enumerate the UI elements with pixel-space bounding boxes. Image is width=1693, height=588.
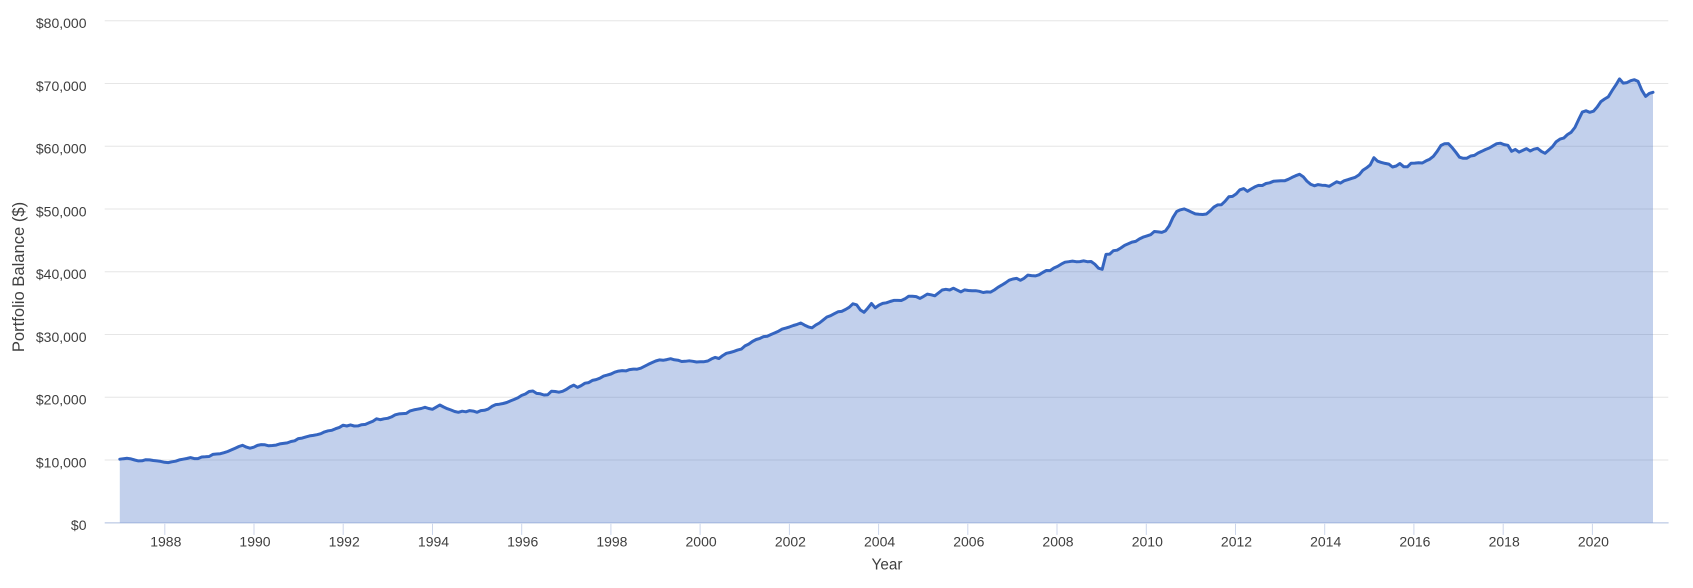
svg-text:$20,000: $20,000	[36, 392, 87, 408]
svg-text:$80,000: $80,000	[36, 15, 87, 31]
svg-text:$0: $0	[71, 517, 87, 533]
svg-text:1990: 1990	[239, 533, 270, 549]
svg-text:$30,000: $30,000	[36, 329, 87, 345]
svg-text:$10,000: $10,000	[36, 454, 87, 470]
svg-text:2012: 2012	[1221, 533, 1252, 549]
svg-text:1992: 1992	[329, 533, 360, 549]
svg-text:1998: 1998	[596, 533, 627, 549]
svg-text:2016: 2016	[1399, 533, 1430, 549]
svg-text:Portfolio Balance ($): Portfolio Balance ($)	[9, 202, 28, 352]
svg-text:1996: 1996	[507, 533, 538, 549]
svg-text:$50,000: $50,000	[36, 203, 87, 219]
svg-text:$60,000: $60,000	[36, 141, 87, 157]
svg-text:2000: 2000	[686, 533, 717, 549]
svg-text:1988: 1988	[150, 533, 181, 549]
svg-text:$40,000: $40,000	[36, 266, 87, 282]
svg-text:2010: 2010	[1132, 533, 1163, 549]
svg-text:2002: 2002	[775, 533, 806, 549]
svg-text:2014: 2014	[1310, 533, 1341, 549]
svg-text:2004: 2004	[864, 533, 895, 549]
svg-text:2020: 2020	[1578, 533, 1609, 549]
svg-text:Year: Year	[872, 556, 903, 573]
svg-text:2006: 2006	[953, 533, 984, 549]
svg-text:2008: 2008	[1042, 533, 1073, 549]
svg-text:1994: 1994	[418, 533, 449, 549]
svg-text:$70,000: $70,000	[36, 78, 87, 94]
svg-text:2018: 2018	[1489, 533, 1520, 549]
